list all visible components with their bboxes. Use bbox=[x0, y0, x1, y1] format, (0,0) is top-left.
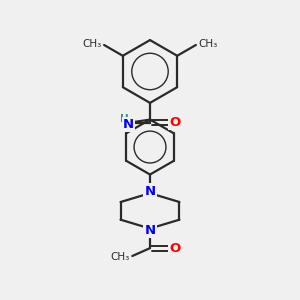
Text: O: O bbox=[169, 116, 180, 129]
Text: N: N bbox=[123, 118, 134, 131]
Text: N: N bbox=[144, 224, 156, 237]
Text: CH₃: CH₃ bbox=[110, 252, 129, 262]
Text: H: H bbox=[120, 114, 129, 124]
Text: N: N bbox=[144, 185, 156, 198]
Text: CH₃: CH₃ bbox=[82, 39, 101, 49]
Text: O: O bbox=[169, 242, 180, 255]
Text: CH₃: CH₃ bbox=[199, 39, 218, 49]
